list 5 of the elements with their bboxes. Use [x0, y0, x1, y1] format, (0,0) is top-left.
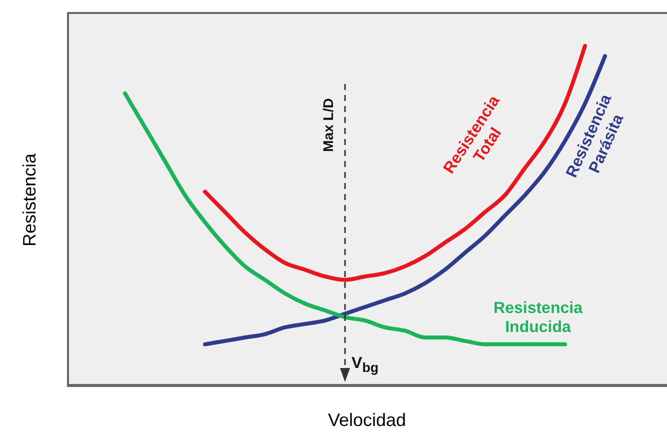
annotation: V$_{bg}$ — [352, 354, 378, 376]
x-axis-title: Velocidad — [328, 410, 406, 431]
y-axis-title: Resistencia — [20, 153, 40, 247]
series-label: Resistencia Inducida — [494, 299, 582, 337]
annotation: Max L/D — [320, 98, 336, 152]
